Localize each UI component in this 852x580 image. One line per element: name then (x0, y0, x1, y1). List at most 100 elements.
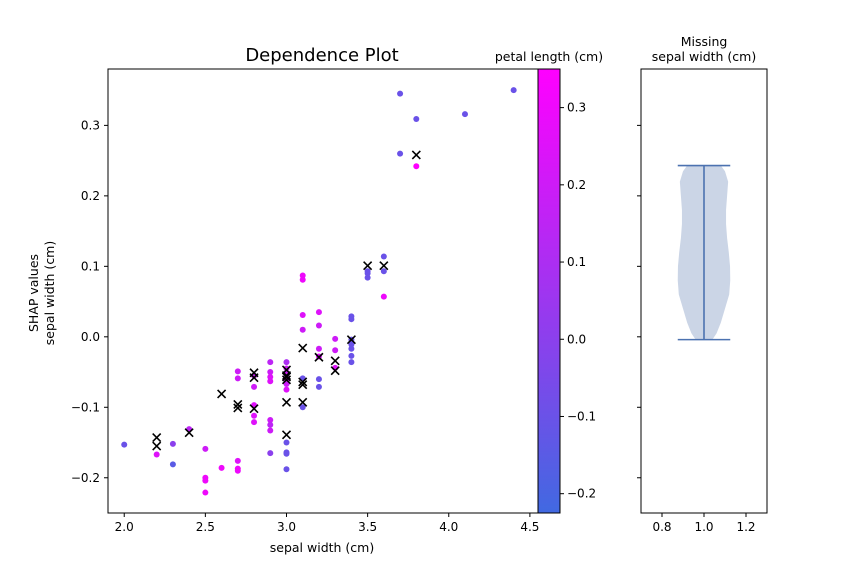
scatter-point (461, 111, 468, 118)
x-tick-label: 3.0 (277, 520, 296, 534)
violin-y-ticks (637, 124, 641, 479)
colorbar-label: petal length (cm) (495, 49, 603, 64)
colorbar-frame (537, 68, 561, 514)
missing-value-marker (298, 343, 308, 353)
scatter-panel: Dependence Plot 2.0 2.5 3.0 3.5 4.0 4.5 −0.2−… (26, 45, 539, 555)
missing-value-marker (152, 433, 162, 443)
scatter-point (315, 383, 322, 390)
scatter-point (380, 293, 387, 300)
scatter-point (299, 276, 306, 283)
scatter-point (299, 272, 306, 279)
violin-x-tick-label: 0.8 (652, 520, 671, 534)
scatter-point (234, 368, 241, 375)
missing-value-marker (346, 335, 356, 345)
scatter-point (348, 345, 355, 352)
missing-value-marker (298, 397, 308, 407)
scatter-y-label-line1: SHAP values (26, 254, 41, 332)
scatter-point (267, 427, 274, 434)
missing-value-marker (249, 373, 259, 383)
scatter-point (315, 345, 322, 352)
missing-value-marker (281, 430, 292, 440)
scatter-point (348, 352, 355, 359)
missing-value-marker (330, 366, 340, 376)
scatter-point (251, 383, 258, 390)
x-tick-label: 4.5 (520, 520, 539, 534)
scatter-point (267, 369, 274, 376)
scatter-point (218, 464, 225, 471)
violin-x-tick-label: 1.0 (694, 520, 713, 534)
scatter-point (397, 90, 404, 97)
scatter-point (413, 163, 420, 170)
missing-value-marker (314, 352, 324, 362)
scatter-point (380, 268, 387, 275)
scatter-point (283, 386, 290, 393)
scatter-point (283, 365, 290, 372)
colorbar-panel: petal length (cm) −0.2 −0.1 0.0 0.1 0.2 0.3 (495, 49, 603, 514)
scatter-point (315, 309, 322, 316)
scatter-point (299, 311, 306, 318)
scatter-point (267, 378, 274, 385)
scatter-point (348, 316, 355, 323)
scatter-point (283, 439, 290, 446)
scatter-y-ticks: −0.2 −0.1 0.0 0.1 0.2 0.3 (71, 118, 108, 485)
scatter-point (251, 419, 258, 426)
scatter-point (315, 376, 322, 383)
x-tick-label: 2.5 (196, 520, 215, 534)
x-tick-label: 3.5 (358, 520, 377, 534)
scatter-point (234, 467, 241, 474)
scatter-point (121, 441, 128, 448)
missing-value-marker (233, 399, 243, 410)
y-tick-label: 0.2 (81, 189, 100, 203)
scatter-x-ticks: 2.0 2.5 3.0 3.5 4.0 4.5 (115, 513, 539, 534)
violin-title-line1: Missing (681, 34, 728, 49)
scatter-point (299, 404, 306, 411)
violin-x-tick-label: 1.2 (736, 520, 755, 534)
missing-value-marker (249, 404, 259, 414)
scatter-y-label-line2: sepal width (cm) (42, 241, 57, 345)
scatter-point (364, 274, 371, 281)
colorbar-tick-label: −0.1 (567, 409, 596, 423)
scatter-point (267, 421, 274, 428)
scatter-point (267, 359, 274, 366)
missing-value-marker (281, 372, 292, 382)
scatter-point (380, 253, 387, 260)
missing-value-marker (379, 261, 389, 271)
scatter-point (299, 326, 306, 333)
scatter-point (251, 412, 258, 419)
scatter-title: Dependence Plot (245, 45, 398, 66)
scatter-point (234, 375, 241, 382)
x-tick-label: 4.0 (439, 520, 458, 534)
scatter-point (283, 450, 290, 457)
scatter-point (234, 457, 241, 464)
violin-x-ticks: 0.8 1.0 1.2 (652, 513, 756, 534)
y-tick-label: 0.3 (81, 118, 100, 132)
y-tick-label: 0.1 (81, 259, 100, 273)
x-tick-label: 2.0 (115, 520, 134, 534)
scatter-x-label: sepal width (cm) (270, 540, 374, 555)
scatter-point (510, 87, 517, 94)
colorbar-tick-label: 0.3 (567, 101, 586, 115)
colorbar-tick-label: −0.2 (567, 487, 596, 501)
y-tick-label: 0.0 (81, 330, 100, 344)
colorbar-tick-label: 0.0 (567, 332, 586, 346)
missing-value-marker (184, 428, 194, 438)
missing-value-marker (217, 389, 227, 399)
missing-value-marker (281, 375, 292, 385)
y-tick-label: −0.1 (71, 400, 100, 414)
missing-value-marker (233, 403, 243, 413)
scatter-point (202, 489, 209, 496)
scatter-point (169, 461, 176, 468)
y-tick-label: −0.2 (71, 471, 100, 485)
scatter-point (169, 440, 176, 447)
scatter-point (283, 466, 290, 473)
missing-value-marker (298, 377, 308, 387)
scatter-point (332, 335, 339, 342)
colorbar-ticks: −0.2 −0.1 0.0 0.1 0.2 0.3 (560, 101, 596, 501)
missing-value-marker (298, 380, 308, 390)
scatter-point (348, 359, 355, 366)
scatter-point (283, 381, 290, 388)
missing-value-marker (152, 441, 162, 451)
scatter-point (153, 451, 160, 458)
scatter-point (202, 445, 209, 452)
